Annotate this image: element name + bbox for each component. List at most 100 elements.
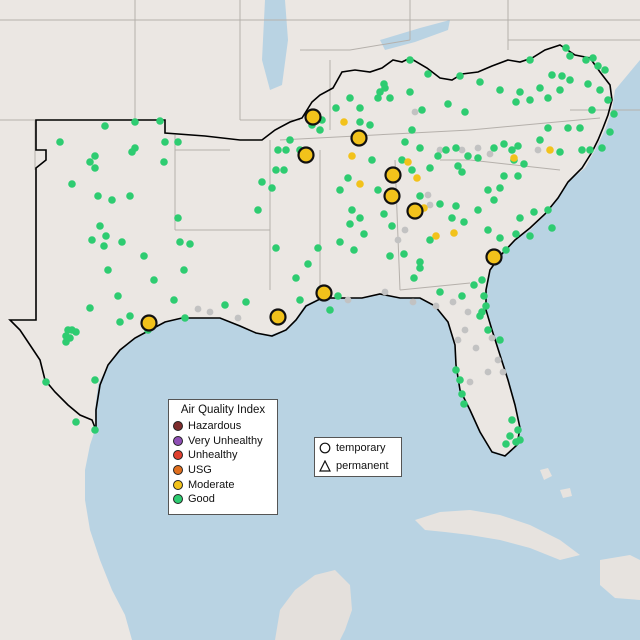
legend-row-temporary: temporary [315,440,401,456]
good-marker [380,210,388,218]
no-data-marker [472,344,480,352]
no-data-marker [486,150,494,158]
good-marker [348,206,356,214]
good-marker [104,266,112,274]
aqi-legend: Air Quality Index Hazardous Very Unhealth… [168,399,278,515]
good-marker [460,218,468,226]
no-data-marker [344,296,352,304]
good-marker [512,98,520,106]
no-data-marker [458,146,466,154]
good-marker [108,196,116,204]
good-marker [72,418,80,426]
good-marker [474,154,482,162]
good-marker [388,222,396,230]
good-marker [476,78,484,86]
no-data-marker [436,146,444,154]
good-marker [516,214,524,222]
moderate-large-marker [315,284,333,302]
good-marker [91,426,99,434]
good-marker [416,258,424,266]
moderate-large-marker [140,314,158,332]
good-markers [42,44,618,448]
good-marker [91,152,99,160]
good-marker [474,206,482,214]
no-data-marker [499,368,507,376]
aqi-legend-row: USG [169,463,277,478]
good-marker [606,128,614,136]
good-marker [530,208,538,216]
good-marker [588,106,596,114]
good-marker [68,180,76,188]
aqi-label: Hazardous [188,420,242,433]
good-marker [131,118,139,126]
good-marker [508,146,516,154]
good-marker [386,94,394,102]
good-marker [582,56,590,64]
good-marker [508,416,516,424]
good-marker [170,296,178,304]
good-marker [458,292,466,300]
no-data-marker [381,288,389,296]
good-marker [458,168,466,176]
good-marker [566,52,574,60]
good-marker [520,160,528,168]
good-marker [456,376,464,384]
good-marker [174,138,182,146]
good-marker [356,118,364,126]
aqi-swatch [173,421,183,432]
good-marker [416,192,424,200]
aqi-legend-row: Very Unhealthy [169,434,277,449]
no-data-marker [432,302,440,310]
good-marker [416,144,424,152]
good-marker [118,238,126,246]
good-marker [452,202,460,210]
aqi-swatch [173,435,183,446]
good-marker [556,148,564,156]
good-marker [564,124,572,132]
good-marker [516,88,524,96]
good-marker [408,166,416,174]
good-marker [442,146,450,154]
good-marker [424,70,432,78]
good-marker [374,186,382,194]
moderate-marker [450,229,458,237]
moderate-marker [546,146,554,154]
no-data-marker [394,236,402,244]
good-marker [102,232,110,240]
good-marker [578,146,586,154]
good-marker [86,304,94,312]
triangle-icon [319,460,331,472]
aqi-legend-title: Air Quality Index [180,404,266,416]
good-marker [282,146,290,154]
moderate-marker [413,174,421,182]
good-marker [86,158,94,166]
aqi-label: Unhealthy [188,449,238,462]
good-marker [558,72,566,80]
moderate-large-marker [383,187,401,205]
good-marker [100,242,108,250]
aqi-legend-row: Good [169,492,277,507]
no-data-marker [464,308,472,316]
good-marker [589,54,597,62]
good-marker [514,142,522,150]
good-marker [458,390,466,398]
circle-icon [319,442,331,454]
good-marker [556,86,564,94]
good-marker [181,314,189,322]
good-marker [101,122,109,130]
moderate-marker [348,152,356,160]
legend-label-temporary: temporary [336,442,386,454]
good-marker [506,432,514,440]
good-marker [544,206,552,214]
good-marker [566,76,574,84]
good-marker [514,172,522,180]
no-data-marker [426,201,434,209]
good-marker [448,214,456,222]
good-marker [258,178,266,186]
good-marker [526,56,534,64]
good-marker [598,144,606,152]
good-marker [496,234,504,242]
aqi-legend-row: Moderate [169,477,277,492]
good-marker [381,84,389,92]
